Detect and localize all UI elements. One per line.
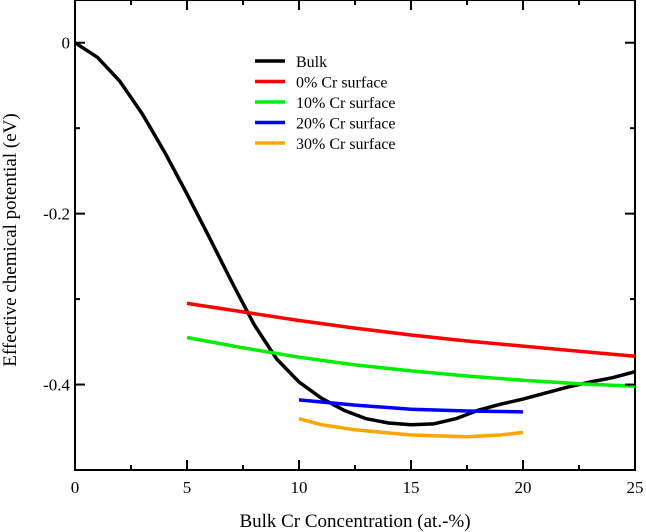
y-tick-label: 0 xyxy=(62,34,71,53)
x-tick-label: 25 xyxy=(627,478,644,497)
y-tick-label: -0.2 xyxy=(43,205,70,224)
y-tick-label: -0.4 xyxy=(43,376,70,395)
legend-label-0: Bulk xyxy=(296,54,327,71)
series-line-0 xyxy=(74,41,636,427)
x-tick-label: 10 xyxy=(291,478,308,497)
x-tick-label: 15 xyxy=(403,478,420,497)
x-tick-label: 20 xyxy=(515,478,532,497)
series-line-4 xyxy=(298,417,524,439)
x-tick-label: 0 xyxy=(71,478,80,497)
legend-label-1: 0% Cr surface xyxy=(296,75,388,92)
legend-label-4: 30% Cr surface xyxy=(296,136,396,153)
series-layer xyxy=(74,41,636,439)
y-axis-label: Effective chemical potential (eV) xyxy=(0,113,21,366)
series-line-2 xyxy=(186,335,636,389)
series-line-3 xyxy=(298,398,524,414)
x-tick-label: 5 xyxy=(183,478,192,497)
plot-frame xyxy=(74,0,636,471)
ticks-layer: 0 5 10 15 20 25 0 -0.2 -0.4 xyxy=(43,0,644,497)
x-axis-label: Bulk Cr Concentration (at.-%) xyxy=(239,511,470,532)
legend-label-2: 10% Cr surface xyxy=(296,95,396,112)
series-line-1 xyxy=(186,301,636,359)
legend: Bulk 0% Cr surface 10% Cr surface 20% Cr s… xyxy=(255,54,396,153)
legend-label-3: 20% Cr surface xyxy=(296,116,396,133)
